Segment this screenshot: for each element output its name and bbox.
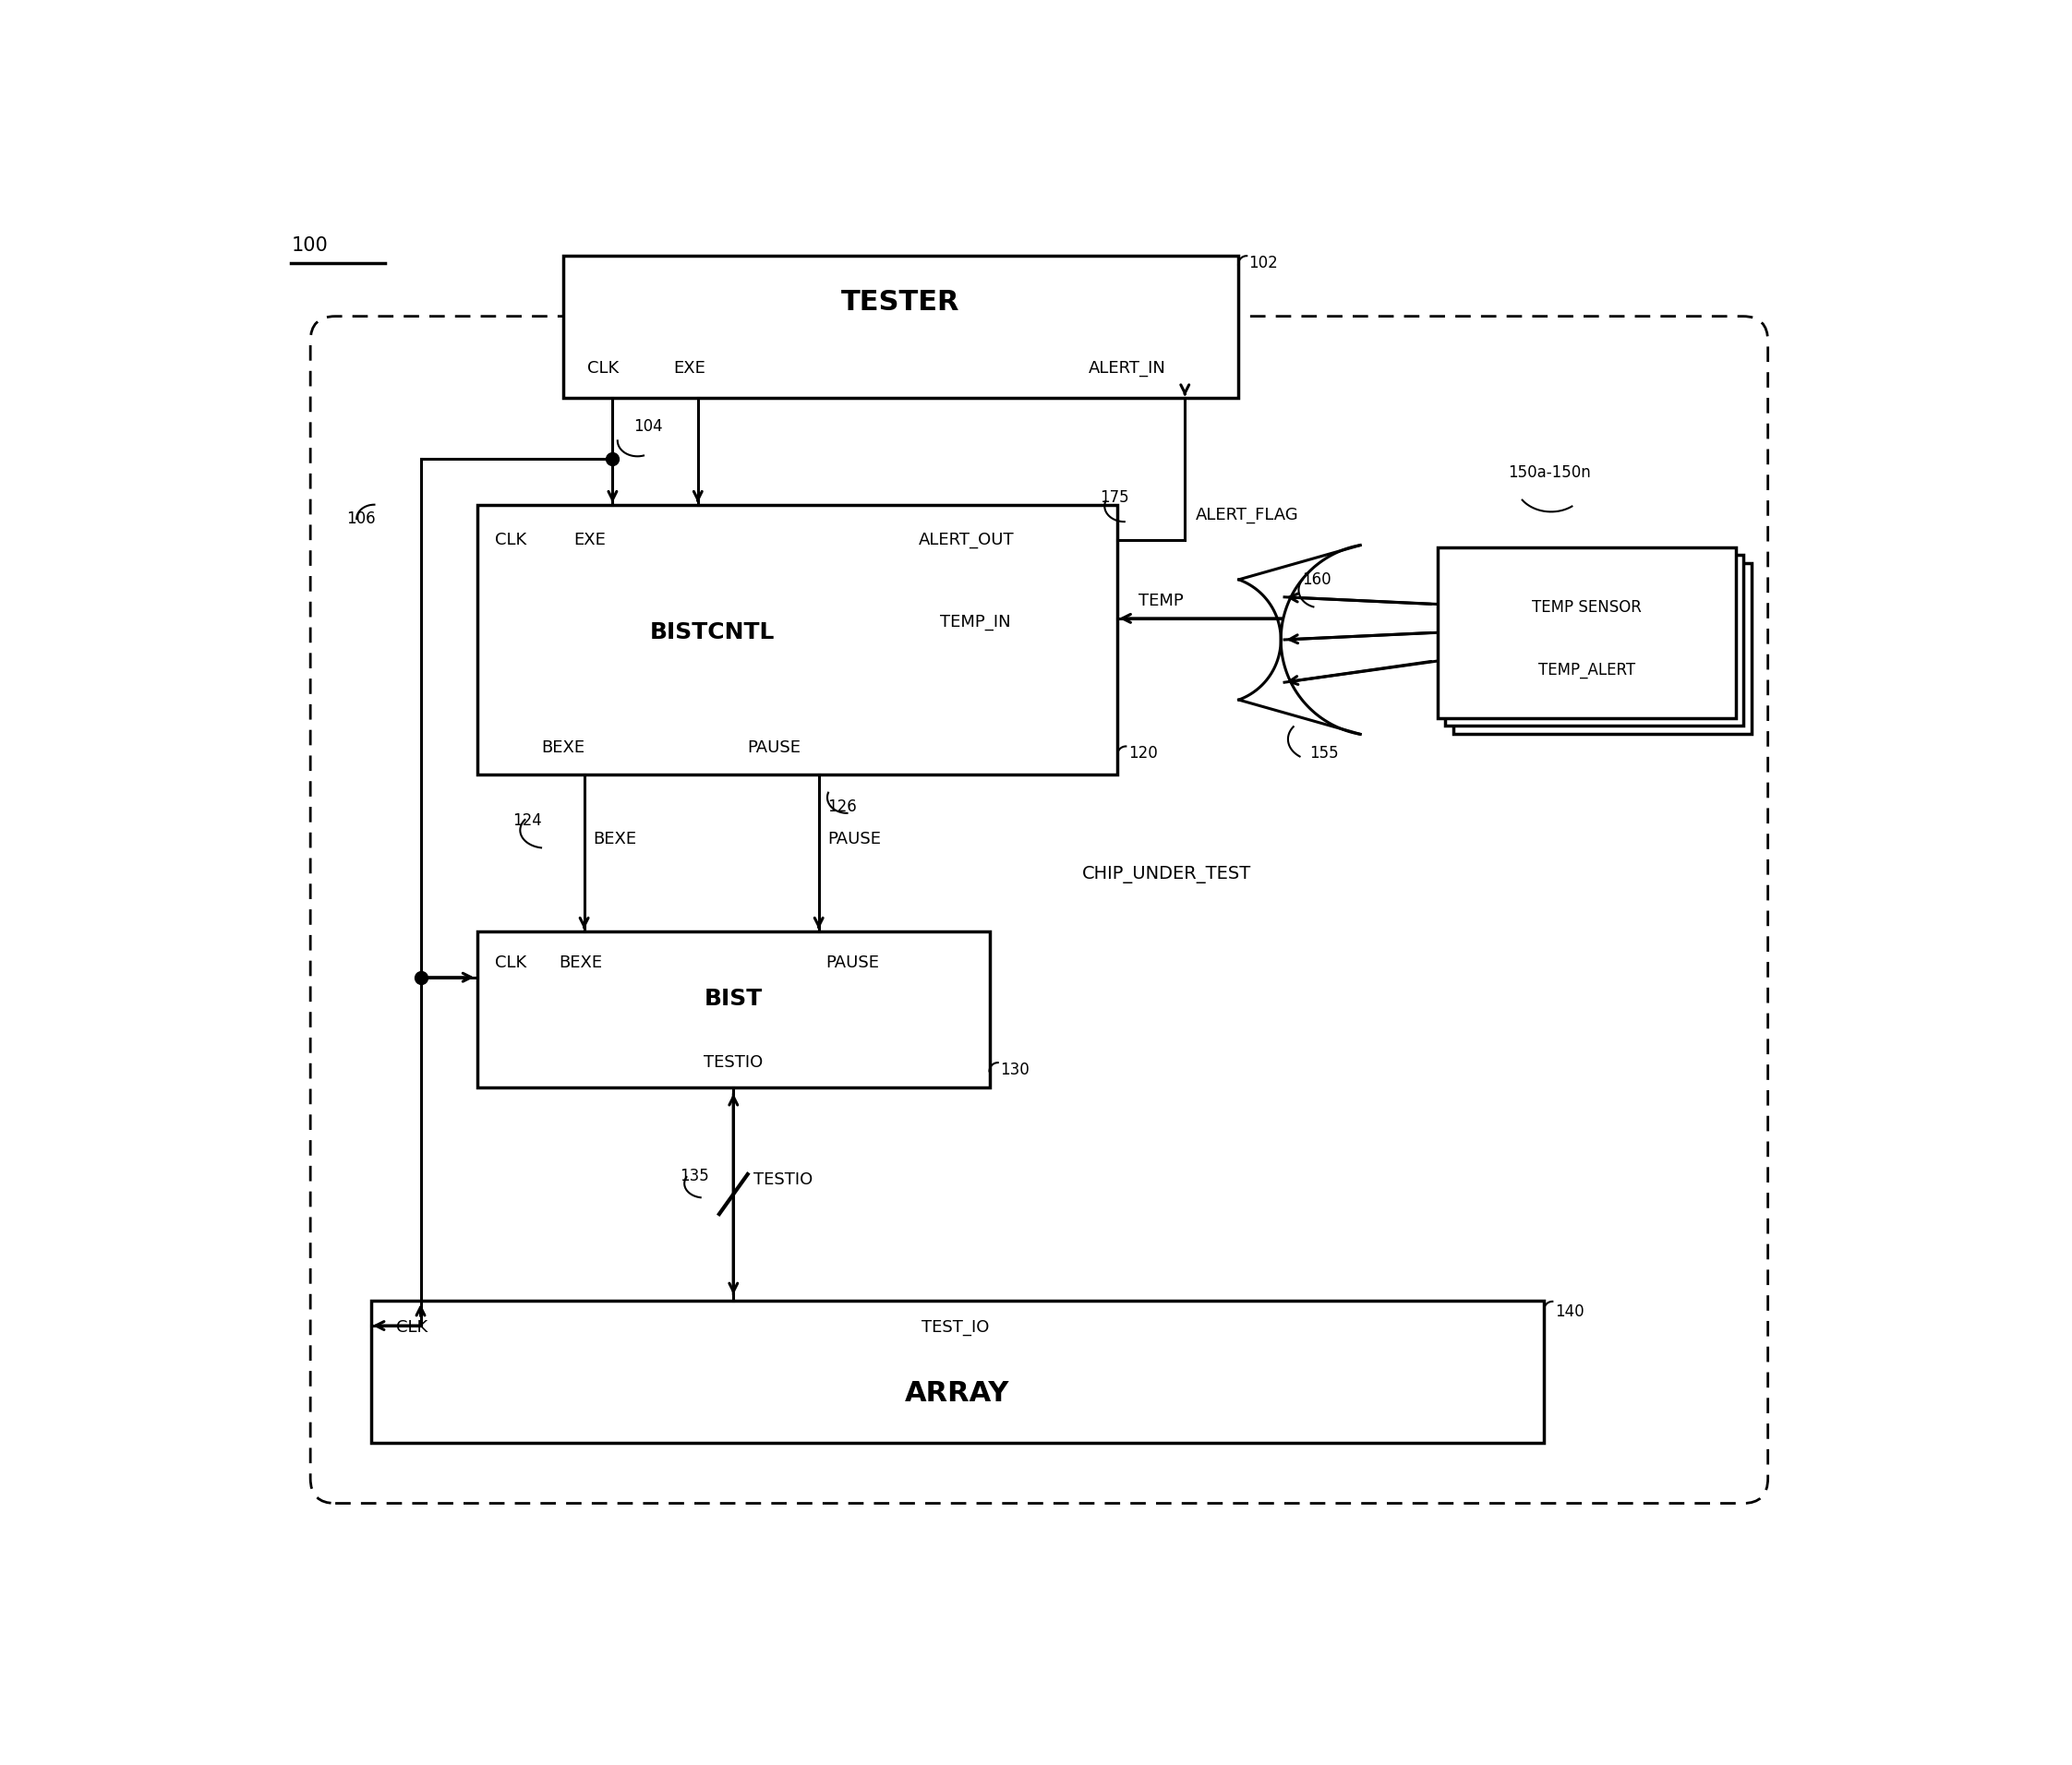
Bar (477, 505, 1117, 775)
Text: TESTIO: TESTIO (704, 1054, 762, 1071)
Text: 102: 102 (1249, 254, 1278, 272)
Text: CLK: CLK (495, 531, 526, 549)
Text: TEMP: TEMP (1140, 593, 1183, 609)
Text: PAUSE: PAUSE (827, 830, 881, 847)
Text: TEMP SENSOR: TEMP SENSOR (1531, 598, 1641, 616)
Bar (371, 1301, 1544, 1444)
Text: 135: 135 (680, 1168, 709, 1184)
Text: CLK: CLK (588, 360, 620, 376)
Text: EXE: EXE (673, 360, 704, 376)
Bar (1452, 563, 1751, 734)
Text: CLK: CLK (495, 955, 526, 971)
Text: TEMP_IN: TEMP_IN (939, 614, 1011, 630)
Text: TEST_IO: TEST_IO (922, 1320, 990, 1336)
Bar (1444, 556, 1745, 725)
Text: BEXE: BEXE (541, 740, 584, 755)
Text: 155: 155 (1310, 745, 1339, 762)
Text: BIST: BIST (704, 988, 762, 1010)
Text: 104: 104 (634, 418, 663, 434)
Bar (564, 256, 1239, 399)
Bar (477, 932, 990, 1087)
Text: 150a-150n: 150a-150n (1508, 464, 1591, 482)
Text: CLK: CLK (396, 1320, 427, 1336)
Text: BEXE: BEXE (593, 830, 636, 847)
Text: BEXE: BEXE (559, 955, 603, 971)
Text: 140: 140 (1554, 1303, 1583, 1320)
Text: ALERT_IN: ALERT_IN (1090, 360, 1167, 376)
Text: 175: 175 (1100, 489, 1129, 507)
Text: TESTIO: TESTIO (754, 1172, 812, 1188)
Text: ARRAY: ARRAY (905, 1380, 1009, 1407)
Text: 124: 124 (514, 812, 543, 830)
Text: 106: 106 (346, 510, 375, 528)
Text: EXE: EXE (574, 531, 605, 549)
Text: TESTER: TESTER (841, 289, 959, 316)
Text: BISTCNTL: BISTCNTL (651, 621, 775, 644)
Text: PAUSE: PAUSE (827, 955, 879, 971)
Text: TEMP_ALERT: TEMP_ALERT (1537, 662, 1635, 678)
Text: 160: 160 (1301, 570, 1332, 588)
Text: 120: 120 (1127, 745, 1158, 762)
Text: 100: 100 (292, 237, 327, 254)
Text: 130: 130 (1001, 1061, 1030, 1078)
Text: CHIP_UNDER_TEST: CHIP_UNDER_TEST (1082, 865, 1251, 882)
Text: 126: 126 (827, 798, 856, 815)
Text: ALERT_FLAG: ALERT_FLAG (1196, 507, 1299, 524)
Bar (1438, 547, 1736, 718)
Text: ALERT_OUT: ALERT_OUT (918, 531, 1013, 549)
Text: PAUSE: PAUSE (748, 740, 802, 755)
